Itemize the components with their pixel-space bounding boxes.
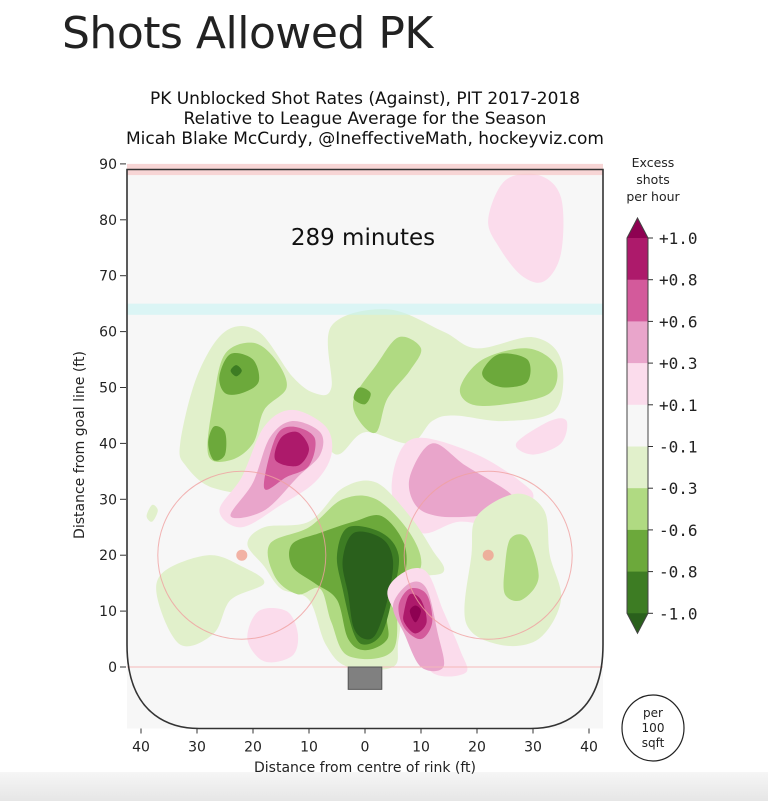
x-tick-label: 20 bbox=[468, 739, 486, 755]
colorbar-tick-label: -0.6 bbox=[659, 521, 698, 540]
units-line-1: per bbox=[643, 706, 663, 720]
contour-region bbox=[515, 418, 568, 455]
y-tick-label: 40 bbox=[99, 436, 117, 452]
contour-region bbox=[503, 534, 539, 602]
contour-region bbox=[208, 426, 227, 461]
bottom-bar bbox=[0, 772, 768, 801]
x-axis-label: Distance from centre of rink (ft) bbox=[254, 760, 476, 776]
y-tick-label: 10 bbox=[99, 604, 117, 620]
colorbar-tick-label: +1.0 bbox=[659, 229, 698, 248]
colorbar: +1.0 +0.8 +0.6 +0.3 +0.1 -0.1 -0.3 -0.6 -0.8 -1.0 bbox=[626, 216, 698, 635]
faceoff-dot bbox=[236, 549, 248, 561]
y-tick-label: 80 bbox=[99, 213, 117, 229]
colorbar-band bbox=[627, 571, 648, 614]
x-tick-label: 40 bbox=[132, 739, 150, 755]
contour-region bbox=[230, 365, 242, 377]
colorbar-over-arrow bbox=[627, 218, 648, 238]
y-tick-label: 60 bbox=[99, 325, 117, 341]
faceoff-circle bbox=[403, 470, 573, 640]
colorbar-band bbox=[627, 488, 648, 531]
contour-region bbox=[274, 431, 309, 467]
contour-region bbox=[353, 387, 371, 405]
x-tick-label: 30 bbox=[188, 739, 206, 755]
colorbar-under-arrow bbox=[627, 613, 648, 634]
x-tick-label: 10 bbox=[300, 739, 318, 755]
colorbar-tick-label: +0.6 bbox=[659, 312, 698, 331]
colorbar-band bbox=[627, 279, 648, 322]
colorbar-tick-label: -0.3 bbox=[659, 479, 698, 498]
y-tick-label: 90 bbox=[99, 157, 117, 173]
units-line-2: 100 bbox=[642, 721, 665, 735]
contour-region bbox=[247, 607, 299, 663]
y-tick-label: 0 bbox=[108, 660, 117, 676]
contour-region bbox=[146, 504, 158, 522]
contour-region bbox=[409, 605, 421, 623]
colorbar-band bbox=[627, 529, 648, 573]
rink-boards bbox=[126, 168, 604, 730]
faceoff-circle bbox=[157, 470, 327, 640]
contour-region bbox=[352, 336, 422, 434]
blue-line bbox=[127, 303, 603, 315]
colorbar-tick-label: -0.8 bbox=[659, 563, 698, 582]
contour-region bbox=[488, 173, 564, 283]
colorbar-title-2: shots bbox=[636, 172, 670, 187]
colorbar-tick-label: +0.3 bbox=[659, 354, 698, 373]
colorbar-band bbox=[627, 363, 648, 406]
colorbar-title-1: Excess bbox=[632, 155, 675, 170]
y-tick-label: 70 bbox=[99, 269, 117, 285]
faceoff-dot bbox=[482, 549, 494, 561]
colorbar-tick-label: +0.1 bbox=[659, 396, 698, 415]
contour-region bbox=[156, 555, 265, 647]
colorbar-band bbox=[627, 446, 648, 489]
page-title: Shots Allowed PK bbox=[62, 8, 433, 59]
y-tick-label: 20 bbox=[99, 548, 117, 564]
y-tick-label: 50 bbox=[99, 381, 117, 397]
colorbar-tick-label: -1.0 bbox=[659, 604, 698, 623]
chart-title-line-2: Relative to League Average for the Seaso… bbox=[184, 109, 547, 129]
x-tick-label: 0 bbox=[361, 739, 370, 755]
contour-region bbox=[408, 443, 520, 518]
goal-net bbox=[347, 666, 383, 690]
colorbar-band bbox=[627, 321, 648, 364]
units-line-3: sqft bbox=[642, 736, 665, 750]
x-tick-label: 40 bbox=[580, 739, 598, 755]
colorbar-band bbox=[627, 238, 648, 281]
contour-layer bbox=[146, 173, 568, 677]
chart-title-line-3: Micah Blake McCurdy, @IneffectiveMath, h… bbox=[126, 129, 604, 149]
plot-area bbox=[126, 163, 604, 730]
colorbar-band bbox=[627, 404, 648, 447]
colorbar-tick-label: -0.1 bbox=[659, 438, 698, 457]
x-tick-label: 20 bbox=[244, 739, 262, 755]
x-tick-label: 10 bbox=[412, 739, 430, 755]
y-axis-label: Distance from goal line (ft) bbox=[72, 351, 88, 539]
colorbar-title-3: per hour bbox=[626, 189, 680, 204]
minutes-annotation: 289 minutes bbox=[291, 225, 435, 251]
colorbar-tick-label: +0.8 bbox=[659, 271, 698, 290]
units-ellipse bbox=[621, 694, 685, 762]
chart-title-line-1: PK Unblocked Shot Rates (Against), PIT 2… bbox=[150, 89, 580, 109]
contour-region bbox=[482, 353, 531, 388]
y-tick-label: 30 bbox=[99, 492, 117, 508]
contour-region bbox=[342, 531, 394, 640]
axes: 0 10 20 30 40 50 60 70 80 90 40 30 20 10 0 10 20 30 40 bbox=[99, 157, 598, 756]
x-tick-label: 30 bbox=[524, 739, 542, 755]
